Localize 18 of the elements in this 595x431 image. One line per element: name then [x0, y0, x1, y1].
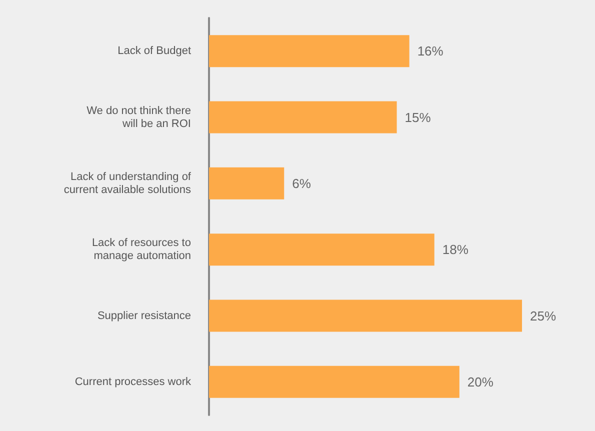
data-label: 6% [292, 176, 312, 191]
y-tick-label: We do not think there will be an ROI [86, 104, 191, 130]
bar [209, 300, 522, 332]
bar [209, 366, 460, 398]
bar [209, 234, 434, 266]
y-tick-label: Lack of Budget [118, 45, 191, 58]
data-label: 20% [467, 374, 494, 390]
y-tick-label: Supplier resistance [97, 310, 191, 322]
y-tick-label: Current processes work [74, 376, 192, 388]
bar [209, 101, 397, 134]
y-tick-label: Lack of resources to manage automation [92, 237, 191, 262]
data-label: 16% [417, 44, 444, 59]
data-label: 15% [404, 110, 432, 125]
y-tick-label: Lack of understanding of current available solutions [64, 170, 192, 196]
data-label: 25% [530, 308, 556, 324]
bar [209, 167, 284, 200]
bar [209, 35, 410, 68]
data-label: 18% [442, 242, 469, 258]
